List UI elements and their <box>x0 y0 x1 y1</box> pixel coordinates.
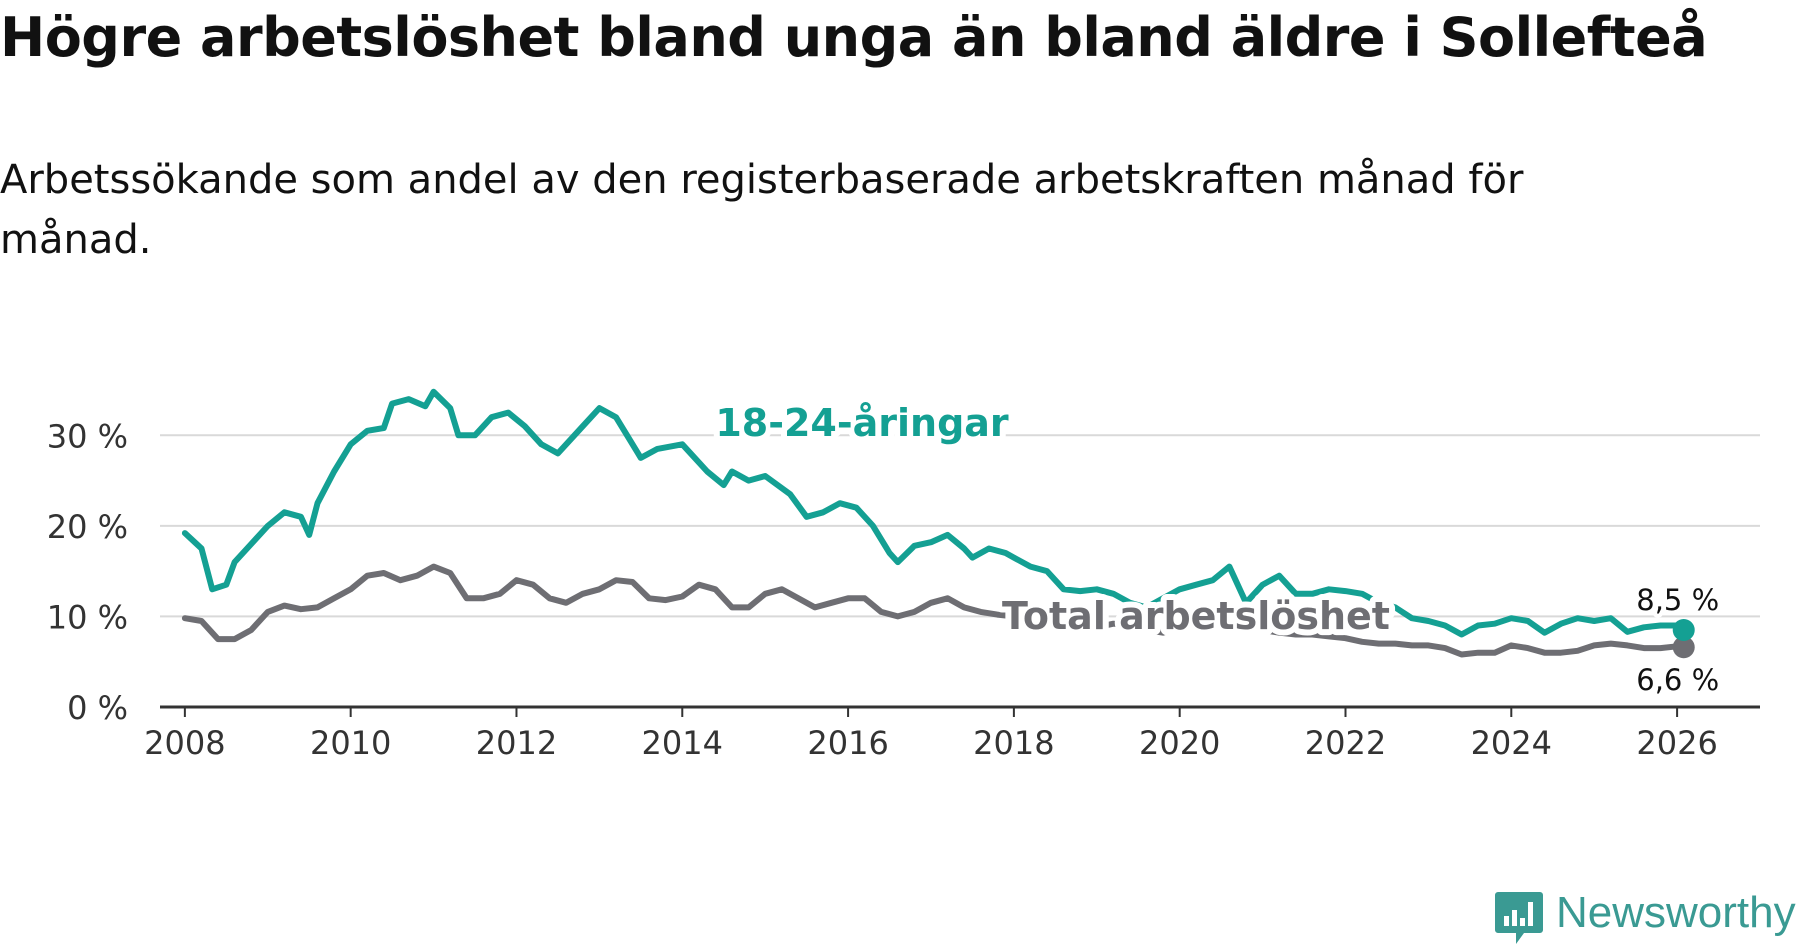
y-tick-label: 10 % <box>47 598 128 636</box>
y-tick-label: 0 % <box>67 689 128 727</box>
series-layer <box>181 388 1695 659</box>
x-tick-label: 2010 <box>310 724 391 762</box>
x-tick-label: 2022 <box>1305 724 1386 762</box>
x-tick-label: 2008 <box>144 724 225 762</box>
x-tick-label: 2012 <box>476 724 557 762</box>
chart-subtitle: Arbetssökande som andel av den registerb… <box>0 157 1524 263</box>
series-line-total <box>181 563 1687 658</box>
end-point-youth <box>1672 619 1695 642</box>
newsworthy-logo-icon <box>1495 892 1543 944</box>
end-label-youth: 8,5 % <box>1636 583 1719 617</box>
brand-name: Newsworthy <box>1556 888 1796 937</box>
x-tick-label: 2018 <box>973 724 1054 762</box>
x-tick-label: 2026 <box>1636 724 1717 762</box>
x-axis: 2008 2010 2012 2014 2016 2018 2020 2022 2024 2026 <box>144 705 1760 762</box>
newsworthy-logo[interactable]: Newsworthy <box>1494 888 1796 948</box>
series-labels: 18-24-åringar Total arbetslöshet 8,5 % 6,6 … <box>709 395 1723 701</box>
y-axis-ticks: 0 % 10 % 20 % 30 % <box>47 417 128 727</box>
end-point-total <box>1672 636 1695 659</box>
gridlines <box>160 434 1760 618</box>
y-tick-label: 20 % <box>47 508 128 546</box>
chart-title: Högre arbetslöshet bland unga än bland ä… <box>0 6 1708 69</box>
series-label-youth: 18-24-åringar <box>715 401 1009 445</box>
end-label-total: 6,6 % <box>1636 663 1719 697</box>
series-label-total: Total arbetslöshet <box>1002 594 1390 638</box>
x-tick-label: 2016 <box>807 724 888 762</box>
x-tick-label: 2020 <box>1139 724 1220 762</box>
y-tick-label: 30 % <box>47 417 128 455</box>
x-tick-label: 2024 <box>1471 724 1552 762</box>
series-line-youth <box>181 388 1687 638</box>
x-tick-label: 2014 <box>642 724 723 762</box>
